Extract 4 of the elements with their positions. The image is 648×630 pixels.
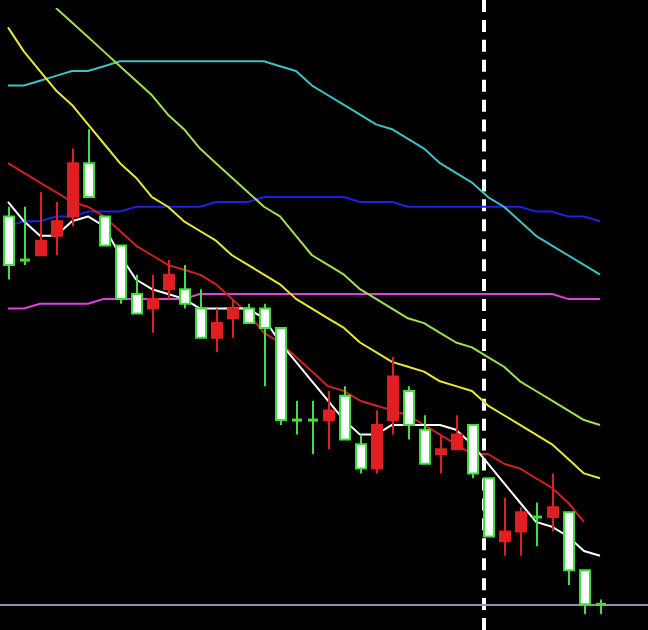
candlestick xyxy=(306,399,320,456)
candlestick xyxy=(290,399,304,436)
candlestick xyxy=(18,205,32,266)
candlestick xyxy=(530,501,544,548)
